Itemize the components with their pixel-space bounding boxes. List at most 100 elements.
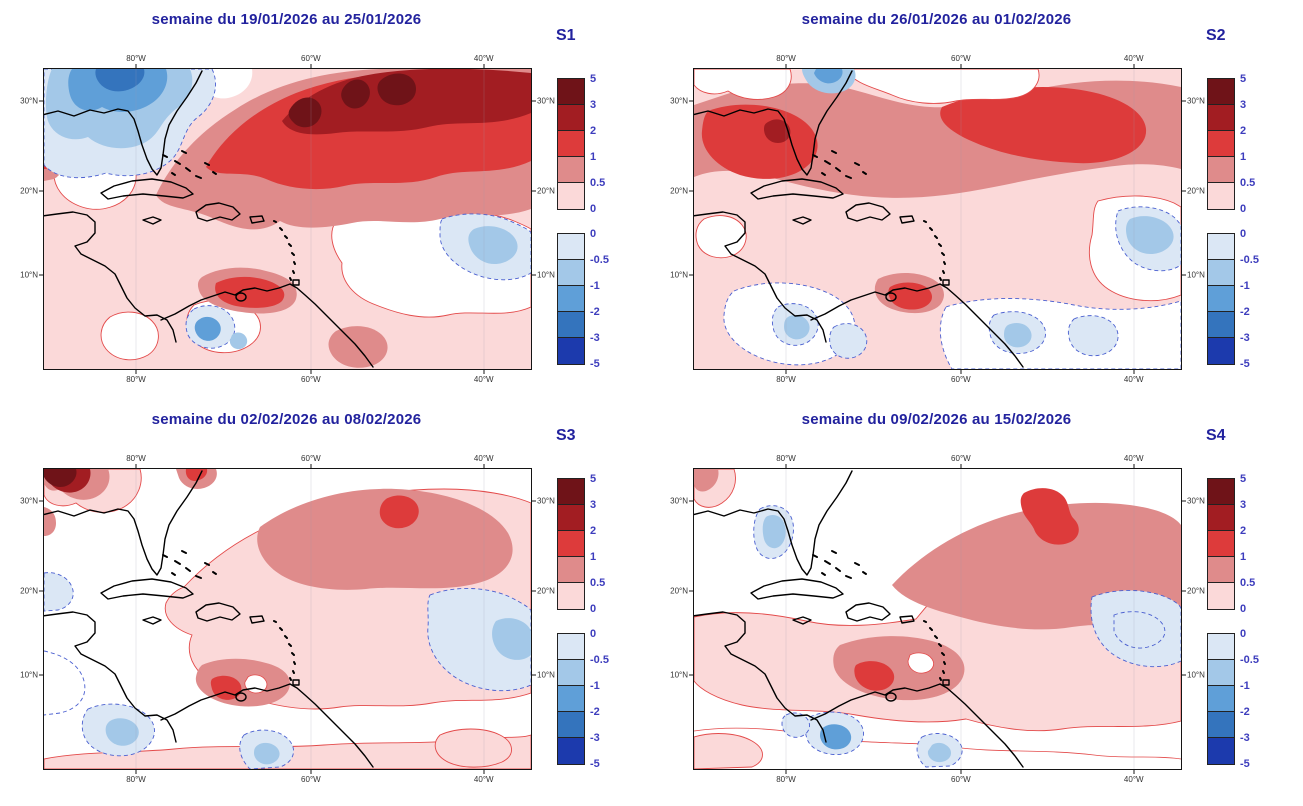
cold-blob-1 [814,69,843,84]
latitude-tick-label: 10°N [537,670,555,679]
anomaly-map-s4: 80°W 80°W 60°W 60°W 40°W 40°W 30°N 30°N 20°N 20°N… [670,454,1205,784]
colorbar-tick-label: -1 [590,680,600,692]
colorbar-segment [1208,557,1234,583]
meridian-gridlines [135,69,485,369]
colorbar-tick-label: 0.5 [1240,177,1256,189]
colorbar-segment [558,338,584,364]
panel-s4: semaine du 09/02/2026 au 15/02/2026 S4 [650,400,1300,800]
colorbar-segment [558,634,584,660]
cold-blob-0 [44,572,74,612]
cold-contour [44,650,86,716]
axis-tick-mark [1182,100,1186,101]
longitude-tick-label: 40°W [1123,375,1144,384]
axis-tick-mark [1133,370,1135,374]
axis-tick-mark [39,190,43,191]
colorbar-tick-label: 0.5 [1240,577,1256,589]
neutral-hole [907,652,934,674]
colorbar-tick-label: 2 [590,525,597,537]
colorbar-tick-label: 0 [1240,203,1247,215]
colorbar-segment [558,583,584,609]
meridian-gridlines [785,69,1135,369]
latitude-tick-label: 30°N [20,496,38,505]
panel-week-label: S2 [1206,27,1226,44]
colorbar-segment [558,660,584,686]
axis-tick-mark [135,464,137,468]
latitude-tick-label: 10°N [670,270,688,279]
latitude-tick-label: 20°N [537,186,555,195]
colorbar-segment [558,686,584,712]
colorbar-negative: 0 -0.5 -1 -2 -3 -5 [1207,228,1259,370]
longitude-tick-label: 40°W [1123,775,1144,784]
warm-blob-3 [44,469,77,487]
panel-s3: semaine du 02/02/2026 au 08/02/2026 S3 [0,400,650,800]
axis-tick-mark [1133,64,1135,68]
longitude-tick-label: 60°W [301,454,321,463]
panel-title: semaine du 26/01/2026 au 01/02/2026 [801,11,1072,28]
cold-blob-0 [1090,590,1181,668]
colorbar-tick-label: 0 [590,603,597,615]
longitude-tick-label: 80°W [126,54,146,63]
colorbar-tick-label: -0.5 [1240,654,1259,666]
colorbar-tick-label: 3 [1240,499,1247,511]
longitude-tick-label: 60°W [301,375,321,384]
colorbar-segment [558,286,584,312]
latitude-tick-label: 10°N [1187,670,1205,679]
axis-tick-mark [39,590,43,591]
cold-blob-0p5 [229,332,248,350]
cold-blob-0p5 [492,618,531,660]
negative-anomaly-shading [771,69,1181,359]
colorbar-positive: 5 3 2 1 0.5 0 [557,473,605,615]
colorbar-tick-label: 0 [590,628,597,640]
colorbar-tick-label: 0 [1240,628,1247,640]
longitude-tick-label: 60°W [951,454,971,463]
colorbar-tick-label: 1 [590,151,597,163]
axis-tick-mark [532,100,536,101]
colorbar-tick-label: -0.5 [590,654,609,666]
latitude-tick-label: 20°N [670,586,688,595]
axis-tick-mark [39,274,43,275]
longitude-tick-label: 80°W [126,454,146,463]
colorbar-positive: 5 3 2 1 0.5 0 [1207,473,1255,615]
colorbar-negative: 0 -0.5 -1 -2 -3 -5 [1207,628,1259,770]
cold-blob-0p5 [927,742,951,763]
positive-anomaly-shading [694,80,1181,198]
colorbar-segment [558,260,584,286]
latitude-tick-label: 10°N [20,670,38,679]
colorbar-tick-label: -1 [590,280,600,292]
cold-blob-2 [95,69,145,92]
axis-tick-mark [532,500,536,501]
colorbar-segment [1208,531,1234,557]
axis-tick-mark [785,464,787,468]
axis-tick-mark [39,100,43,101]
colorbar-tick-label: 0.5 [590,177,606,189]
axis-tick-mark [689,190,693,191]
colorbar-tick-label: 2 [1240,525,1247,537]
colorbar-tick-label: -0.5 [1240,254,1259,266]
colorbar-tick-label: 5 [1240,73,1247,85]
cold-blob-0p5 [254,742,280,765]
cold-blob-0 [1067,315,1119,357]
longitude-tick-label: 40°W [473,375,494,384]
colorbar-tick-label: 5 [590,473,597,485]
anomaly-map-s3: 80°W 80°W 60°W 60°W 40°W 40°W 30°N 30°N 20°N 20°N… [20,454,555,784]
colorbar-segment [1208,312,1234,338]
axis-tick-mark [1182,274,1186,275]
panel-s1: semaine du 19/01/2026 au 25/01/2026 S1 [0,0,650,400]
longitude-tick-label: 60°W [951,775,971,784]
latitude-tick-label: 20°N [1187,586,1205,595]
axis-tick-mark [532,274,536,275]
colorbar-tick-label: 2 [590,125,597,137]
axis-tick-mark [1182,590,1186,591]
colorbar-segment [1208,234,1234,260]
latitude-tick-label: 30°N [1187,96,1205,105]
axis-tick-mark [483,64,485,68]
colorbar-segment [558,131,584,157]
colorbar-tick-label: -5 [1240,358,1250,370]
axis-tick-mark [689,590,693,591]
cold-blob-0 [829,323,868,359]
latitude-tick-label: 30°N [670,96,688,105]
axis-tick-mark [689,500,693,501]
colorbar-segment [558,312,584,338]
axis-tick-mark [135,770,137,774]
colorbar-segment [1208,79,1234,105]
